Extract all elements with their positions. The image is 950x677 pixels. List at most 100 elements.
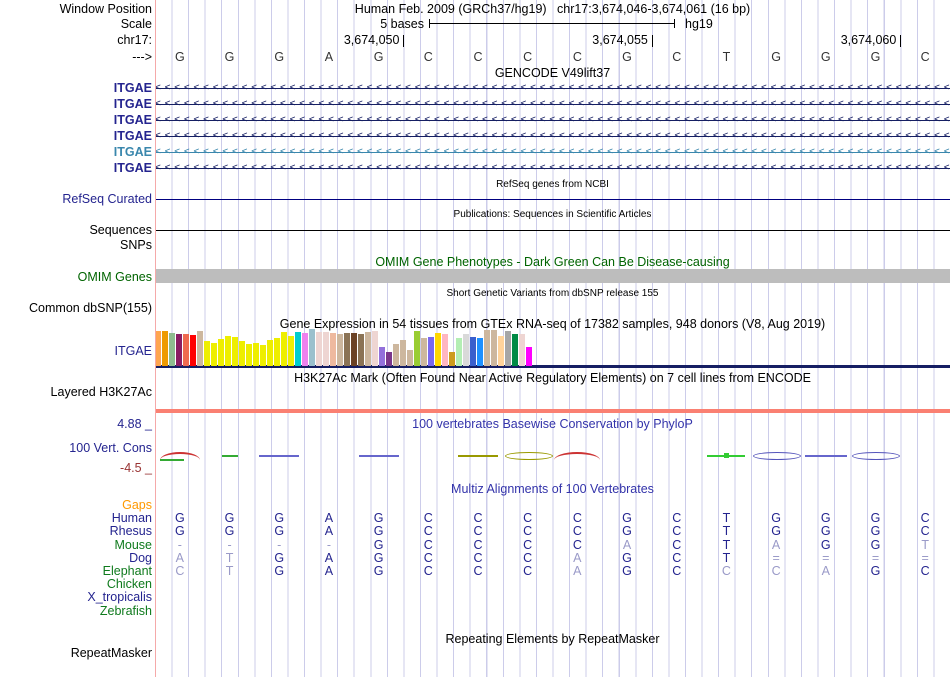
gtex-bar[interactable] xyxy=(246,344,252,366)
gtex-bar[interactable] xyxy=(330,333,336,366)
track-label-snps[interactable]: SNPs xyxy=(120,238,152,252)
gtex-bar[interactable] xyxy=(435,333,441,366)
gtex-bar[interactable] xyxy=(260,345,266,366)
gencode-transcript-label-5[interactable]: ITGAE xyxy=(113,161,152,175)
multiz-label-elephant[interactable]: Elephant xyxy=(102,564,152,578)
multiz-label-rhesus[interactable]: Rhesus xyxy=(109,524,152,539)
multiz-label-gaps[interactable]: Gaps xyxy=(122,498,152,512)
gtex-bar[interactable] xyxy=(456,338,462,366)
multiz-label-dog[interactable]: Dog xyxy=(129,550,152,565)
gtex-bar[interactable] xyxy=(162,331,168,366)
gtex-bar[interactable] xyxy=(316,332,322,366)
gtex-bar[interactable] xyxy=(442,334,448,366)
multiz-label-human[interactable]: Human xyxy=(111,511,152,526)
gtex-bar[interactable] xyxy=(519,334,525,366)
gtex-bar[interactable] xyxy=(526,347,532,366)
gtex-bar[interactable] xyxy=(295,332,301,366)
gtex-bar[interactable] xyxy=(288,336,294,366)
gtex-bar[interactable] xyxy=(218,339,224,366)
gtex-bar[interactable] xyxy=(274,338,280,366)
h3k27ac-signal-bar[interactable] xyxy=(155,409,950,413)
gtex-bar[interactable] xyxy=(323,332,329,366)
multiz-label-mouse[interactable]: Mouse xyxy=(114,537,152,552)
gtex-bar[interactable] xyxy=(372,331,378,366)
track-label-repeatmasker[interactable]: RepeatMasker xyxy=(70,646,152,660)
gencode-transcript-0[interactable]: <<<<<<<<<<<<<<<<<<<<<<<<<<<<<<<<<<<<<<<<… xyxy=(155,81,950,95)
track-label-omim-genes[interactable]: OMIM Genes xyxy=(77,270,152,284)
multiz-label-zebrafish[interactable]: Zebrafish xyxy=(99,603,152,618)
gtex-bar[interactable] xyxy=(477,338,483,366)
gencode-transcript-2[interactable]: <<<<<<<<<<<<<<<<<<<<<<<<<<<<<<<<<<<<<<<<… xyxy=(155,113,950,127)
repeatmasker-track-title[interactable]: Repeating Elements by RepeatMasker xyxy=(445,632,660,646)
gtex-bar[interactable] xyxy=(232,337,238,366)
gtex-bar[interactable] xyxy=(386,352,392,366)
track-label-sequences[interactable]: Sequences xyxy=(89,223,152,237)
publications-track-title[interactable]: Publications: Sequences in Scientific Ar… xyxy=(453,209,652,220)
gtex-bar[interactable] xyxy=(505,331,511,366)
track-label-layered-h3k27ac[interactable]: Layered H3K27Ac xyxy=(50,385,152,399)
gtex-bar[interactable] xyxy=(498,336,504,366)
h3k27ac-track-title[interactable]: H3K27Ac Mark (Often Found Near Active Re… xyxy=(294,371,811,385)
track-label-common-dbsnp[interactable]: Common dbSNP(155) xyxy=(29,301,152,315)
gtex-bar[interactable] xyxy=(183,334,189,366)
track-label-gtex-itgae[interactable]: ITGAE xyxy=(114,344,152,358)
omim-gene-bar[interactable] xyxy=(155,269,950,283)
refseq-track-title[interactable]: RefSeq genes from NCBI xyxy=(496,179,609,190)
gtex-track-title[interactable]: Gene Expression in 54 tissues from GTEx … xyxy=(279,317,826,331)
gtex-bar[interactable] xyxy=(337,334,343,366)
track-label-100-vert-cons[interactable]: 100 Vert. Cons xyxy=(69,441,152,455)
track-label-refseq-curated[interactable]: RefSeq Curated xyxy=(62,192,152,206)
conservation-track-title[interactable]: 100 vertebrates Basewise Conservation by… xyxy=(412,417,693,431)
gtex-bar[interactable] xyxy=(351,333,357,366)
gtex-bar[interactable] xyxy=(449,352,455,366)
gtex-bar[interactable] xyxy=(253,343,259,366)
gtex-bar[interactable] xyxy=(358,334,364,366)
gtex-bar[interactable] xyxy=(211,343,217,366)
gtex-bar[interactable] xyxy=(400,340,406,366)
gtex-bar[interactable] xyxy=(239,341,245,366)
gtex-bar[interactable] xyxy=(421,338,427,366)
gtex-bar[interactable] xyxy=(281,332,287,366)
dbsnp-track-title[interactable]: Short Genetic Variants from dbSNP releas… xyxy=(446,288,659,299)
gencode-transcript-label-2[interactable]: ITGAE xyxy=(113,113,152,127)
gtex-bar[interactable] xyxy=(169,333,175,366)
gtex-bar[interactable] xyxy=(379,347,385,366)
multiz-track-title[interactable]: Multiz Alignments of 100 Vertebrates xyxy=(451,482,654,496)
gencode-transcript-5[interactable]: <<<<<<<<<<<<<<<<<<<<<<<<<<<<<<<<<<<<<<<<… xyxy=(155,161,950,175)
gtex-bar[interactable] xyxy=(463,334,469,366)
gtex-bar[interactable] xyxy=(204,341,210,366)
gtex-bar[interactable] xyxy=(393,344,399,366)
gtex-bar[interactable] xyxy=(176,334,182,366)
gencode-transcript-label-3[interactable]: ITGAE xyxy=(113,129,152,143)
sequences-line[interactable] xyxy=(155,230,950,231)
gtex-bar[interactable] xyxy=(155,331,161,366)
gtex-bar[interactable] xyxy=(190,335,196,366)
gtex-bar[interactable] xyxy=(309,329,315,366)
gtex-bar[interactable] xyxy=(225,336,231,366)
omim-track-title[interactable]: OMIM Gene Phenotypes - Dark Green Can Be… xyxy=(375,255,730,269)
gencode-transcript-label-1[interactable]: ITGAE xyxy=(113,97,152,111)
gtex-bar[interactable] xyxy=(512,334,518,366)
gtex-bar[interactable] xyxy=(407,350,413,366)
multiz-base: A xyxy=(324,524,334,539)
gencode-transcript-label-4[interactable]: ITGAE xyxy=(113,145,152,159)
gencode-transcript-3[interactable]: <<<<<<<<<<<<<<<<<<<<<<<<<<<<<<<<<<<<<<<<… xyxy=(155,129,950,143)
refseq-curated-line[interactable] xyxy=(155,199,950,200)
gtex-bar[interactable] xyxy=(267,340,273,366)
gtex-bar[interactable] xyxy=(365,332,371,366)
gtex-bar[interactable] xyxy=(197,331,203,366)
gencode-transcript-4[interactable]: <<<<<<<<<<<<<<<<<<<<<<<<<<<<<<<<<<<<<<<<… xyxy=(155,145,950,159)
gtex-bar[interactable] xyxy=(491,330,497,366)
base-letter: C xyxy=(672,50,682,64)
gtex-bar[interactable] xyxy=(302,333,308,366)
gtex-bar[interactable] xyxy=(428,337,434,366)
gtex-bar[interactable] xyxy=(484,330,490,366)
gtex-bar[interactable] xyxy=(344,333,350,366)
multiz-label-x_tropicalis[interactable]: X_tropicalis xyxy=(87,590,152,605)
gencode-transcript-label-0[interactable]: ITGAE xyxy=(113,81,152,95)
gencode-track-title[interactable]: GENCODE V49lift37 xyxy=(494,66,611,80)
gtex-bar[interactable] xyxy=(414,331,420,366)
gtex-bar[interactable] xyxy=(470,337,476,366)
gencode-transcript-1[interactable]: <<<<<<<<<<<<<<<<<<<<<<<<<<<<<<<<<<<<<<<<… xyxy=(155,97,950,111)
multiz-label-chicken[interactable]: Chicken xyxy=(106,577,152,592)
